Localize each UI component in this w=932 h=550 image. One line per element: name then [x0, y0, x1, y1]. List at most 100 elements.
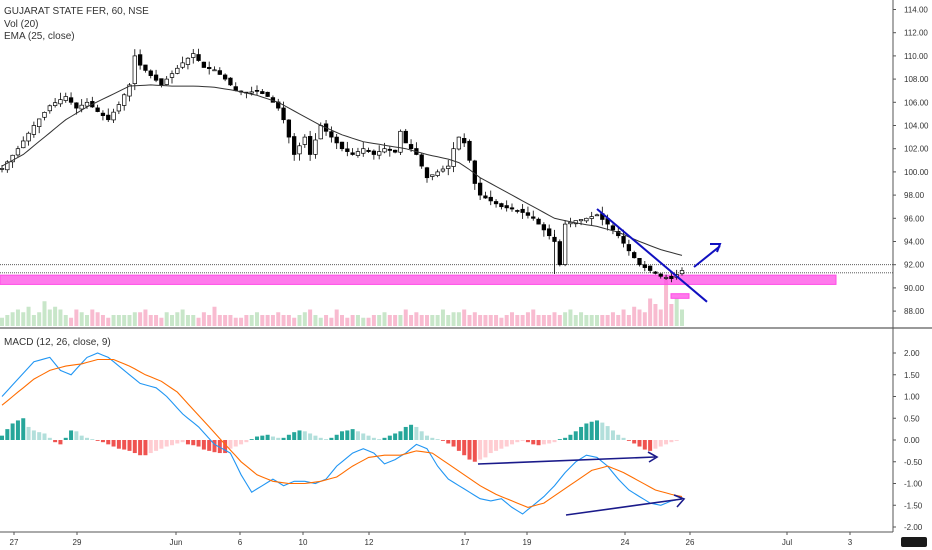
macd-histogram-bar — [302, 431, 307, 440]
macd-histogram-bar — [297, 430, 302, 440]
candle-body — [281, 107, 286, 121]
macd-histogram-bar — [58, 440, 63, 445]
candle-body — [435, 171, 440, 176]
volume-bar — [175, 312, 180, 326]
candle-body — [286, 119, 292, 138]
candle-body — [201, 61, 207, 68]
time-tick-label: 26 — [686, 538, 695, 547]
volume-bar — [249, 315, 254, 326]
grid — [0, 0, 932, 533]
macd-histogram-bar — [419, 431, 424, 440]
candle-body — [371, 150, 377, 155]
candle-body — [175, 67, 180, 74]
candle-body — [159, 78, 164, 86]
candle-body — [137, 54, 143, 66]
candle-body — [191, 53, 196, 58]
volume-bar — [446, 315, 451, 326]
macd-histogram-bar — [467, 440, 472, 460]
macd-histogram-bar — [563, 437, 568, 440]
tradingview-logo[interactable] — [901, 537, 927, 547]
drawing-annotations[interactable] — [596, 208, 722, 303]
ema-line — [1, 84, 683, 256]
macd-histogram-bar — [536, 440, 541, 446]
candle-body — [504, 205, 509, 209]
volume-bar — [217, 315, 222, 326]
volume-bar — [664, 276, 669, 326]
macd-histogram-bar — [371, 437, 376, 440]
candle-body — [520, 208, 525, 213]
candle-body — [462, 138, 467, 144]
candle-body — [578, 219, 584, 222]
macd-tick-label: 0.50 — [904, 414, 920, 423]
price-candles — [0, 48, 685, 283]
macd-histogram-bar — [451, 440, 456, 447]
candle-body — [361, 148, 366, 154]
macd-histogram-bar — [85, 437, 89, 440]
volume-bar — [170, 315, 174, 326]
candle-body — [37, 118, 42, 127]
macd-histogram-bar — [541, 440, 546, 445]
volume-bar — [536, 315, 541, 326]
ema-curve — [1, 84, 683, 256]
macd-histogram-bar — [674, 440, 679, 441]
macd-divergence-arrows[interactable] — [477, 451, 686, 516]
macd-histogram-bar — [669, 440, 674, 443]
volume-bar — [637, 309, 642, 326]
candle-body — [318, 125, 323, 140]
volume-bar — [541, 315, 546, 326]
volume-bar — [223, 315, 228, 326]
candle-body — [525, 212, 531, 216]
macd-histogram-bar — [557, 439, 562, 440]
candle-body — [31, 125, 37, 135]
price-tick-label: 90.00 — [904, 284, 925, 293]
macd-histogram-bar — [488, 440, 493, 454]
volume-legend: Vol (20) — [4, 19, 39, 30]
macd-histogram-bar — [31, 430, 36, 440]
candle-body — [254, 90, 260, 92]
macd-histogram-bar — [653, 440, 658, 449]
support-zone — [0, 274, 837, 285]
macd-histogram-bar — [579, 426, 584, 440]
candle-body — [493, 201, 499, 205]
volume-bar — [382, 312, 387, 326]
volume-bar — [154, 315, 159, 326]
volume-bar — [10, 312, 15, 326]
volume-bar — [435, 315, 440, 326]
macd-histogram-bar — [345, 430, 350, 440]
price-tick-label: 110.00 — [904, 52, 928, 61]
volume-bar — [425, 315, 429, 326]
volume-bar — [159, 317, 164, 326]
candle-body — [419, 154, 424, 167]
candle-body — [663, 277, 669, 279]
volume-bar — [233, 317, 238, 326]
macd-tick-label: 2.00 — [904, 349, 920, 358]
volume-bar — [90, 309, 95, 326]
volume-bar — [579, 312, 584, 326]
candle-body — [568, 222, 573, 225]
volume-bar — [589, 315, 594, 326]
volume-bar — [610, 312, 615, 326]
macd-histogram-bar — [265, 434, 270, 440]
macd-histogram-bar — [286, 434, 291, 440]
volume-bar — [244, 315, 249, 326]
candle-body — [456, 136, 462, 150]
price-tick-label: 112.00 — [904, 29, 928, 38]
candle-body — [621, 236, 626, 244]
volume-bar — [122, 315, 127, 326]
candle-body — [297, 145, 302, 155]
time-tick-label: 24 — [621, 538, 630, 547]
volume-bar — [74, 309, 79, 326]
candle-body — [58, 99, 63, 105]
candle-body — [440, 168, 446, 172]
candle-body — [334, 136, 339, 144]
volume-bar — [0, 317, 4, 326]
price-tick-label: 108.00 — [904, 75, 929, 84]
macd-histogram-bar — [233, 440, 238, 447]
volume-bar — [563, 312, 568, 326]
candle-body — [653, 271, 658, 274]
volume-bar — [26, 306, 31, 326]
volume-bar — [616, 315, 621, 326]
support-zones — [0, 264, 893, 299]
candle-body — [111, 111, 116, 121]
